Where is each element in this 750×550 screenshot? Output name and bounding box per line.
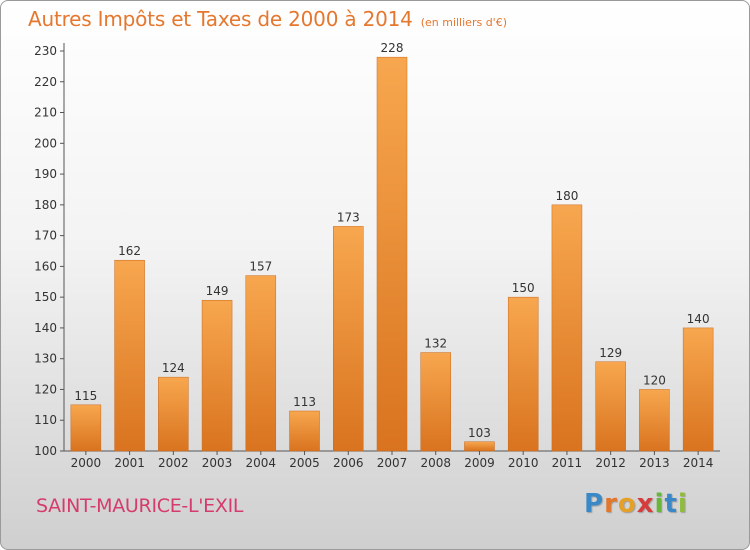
y-tick-label: 130	[34, 352, 57, 366]
y-tick-label: 180	[34, 198, 57, 212]
y-tick-label: 230	[34, 44, 57, 58]
y-tick-label: 120	[34, 382, 57, 396]
y-tick-label: 150	[34, 290, 57, 304]
bar-2000	[70, 404, 102, 452]
bar-2008	[420, 352, 451, 452]
x-tick-label-2004: 2004	[246, 456, 277, 470]
data-label-2005: 113	[293, 395, 316, 409]
data-label-2011: 180	[555, 189, 578, 203]
data-label-2004: 157	[249, 260, 272, 274]
y-tick-label: 190	[34, 167, 57, 181]
data-label-2009: 103	[468, 426, 491, 440]
proxiti-logo: Proxiti	[584, 489, 688, 519]
bar-2010	[507, 296, 539, 452]
x-tick-label-2011: 2011	[552, 456, 583, 470]
city-name: SAINT-MAURICE-L'EXIL	[36, 495, 244, 517]
data-label-2003: 149	[206, 284, 229, 298]
x-tick-label-2009: 2009	[464, 456, 495, 470]
x-tick-label-2014: 2014	[683, 456, 714, 470]
x-tick-label-2007: 2007	[377, 456, 408, 470]
y-tick-label: 110	[34, 413, 57, 427]
x-tick-label-2000: 2000	[71, 456, 102, 470]
logo-letter: i	[677, 489, 688, 519]
y-tick-label: 210	[34, 106, 57, 120]
x-tick-label-2013: 2013	[639, 456, 670, 470]
bar-2001	[114, 259, 145, 452]
y-tick-label: 140	[34, 321, 57, 335]
y-tick-label: 220	[34, 75, 57, 89]
x-tick-label-2005: 2005	[289, 456, 320, 470]
data-label-2007: 228	[381, 41, 404, 55]
data-label-2012: 129	[599, 346, 622, 360]
x-tick-label-2003: 2003	[202, 456, 233, 470]
bar-2014	[682, 327, 714, 452]
bar-2005	[289, 410, 320, 452]
data-label-2000: 115	[74, 389, 97, 403]
chart-subtitle: (en milliers d'€)	[420, 16, 507, 29]
x-tick-label-2002: 2002	[158, 456, 189, 470]
logo-letter: P	[584, 489, 605, 519]
logo-letter: r	[604, 489, 618, 519]
logo-letter: o	[617, 489, 637, 519]
x-tick-label-2012: 2012	[595, 456, 626, 470]
data-label-2013: 120	[643, 373, 666, 387]
bar-2007	[376, 56, 408, 452]
data-label-2008: 132	[424, 337, 447, 351]
data-label-2010: 150	[512, 281, 535, 295]
y-tick-label: 170	[34, 229, 57, 243]
x-tick-label-2001: 2001	[114, 456, 145, 470]
bar-2002	[158, 376, 189, 452]
data-label-2006: 173	[337, 210, 360, 224]
logo-letter: i	[654, 489, 665, 519]
chart-title: Autres Impôts et Taxes de 2000 à 2014	[28, 7, 413, 31]
bar-2012	[595, 361, 626, 452]
x-tick-label-2008: 2008	[420, 456, 451, 470]
title-row: Autres Impôts et Taxes de 2000 à 2014 (en…	[28, 7, 507, 31]
bar-2003	[201, 299, 233, 452]
logo-letter: x	[636, 489, 655, 519]
bar-2013	[639, 389, 670, 452]
x-tick-label-2010: 2010	[508, 456, 539, 470]
data-label-2001: 162	[118, 244, 141, 258]
bar-2009	[464, 441, 495, 452]
y-tick-label: 200	[34, 136, 57, 150]
x-tick-label-2006: 2006	[333, 456, 364, 470]
y-tick-label: 100	[34, 444, 57, 458]
data-label-2002: 124	[162, 361, 185, 375]
data-label-2014: 140	[687, 312, 710, 326]
bar-2011	[551, 204, 583, 452]
logo-letter: t	[664, 489, 678, 519]
y-tick-label: 160	[34, 259, 57, 273]
bar-2004	[245, 275, 277, 452]
bar-2006	[333, 226, 364, 452]
